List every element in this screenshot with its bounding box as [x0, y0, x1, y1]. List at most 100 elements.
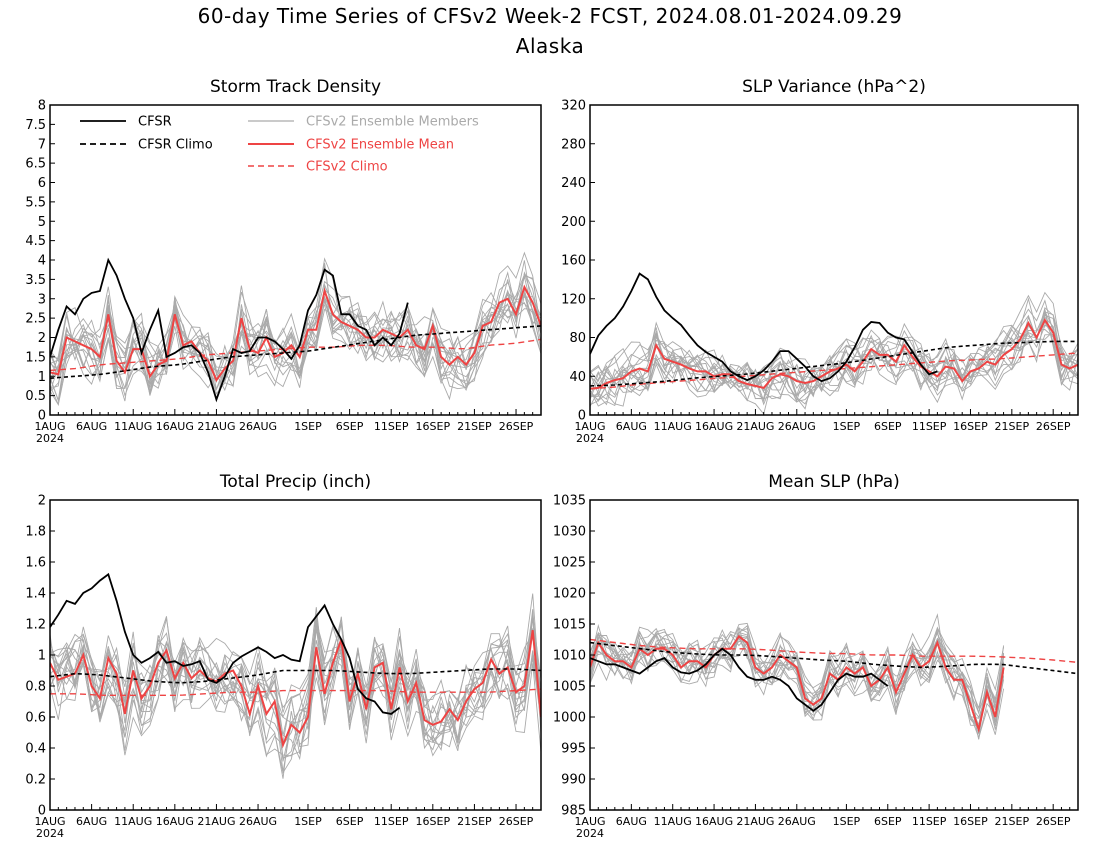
legend-label: CFSR [138, 115, 172, 130]
y-tick-label: 5 [38, 215, 46, 230]
legend-label: CFSv2 Ensemble Members [306, 115, 479, 130]
x-tick-label: 11SEP [912, 815, 947, 828]
year-label: 2024 [576, 432, 604, 445]
y-tick-label: 0.4 [25, 742, 46, 757]
ensemble-member-line [50, 251, 541, 393]
x-tick-label: 16SEP [953, 420, 988, 433]
cfsr-climo-line [590, 340, 1078, 387]
y-tick-label: 320 [561, 99, 586, 114]
panel-3: Mean SLP (hPa) 985 990 995 1000 1005 1010 1015 1… [553, 472, 1079, 840]
x-tick-label: 16AUG [695, 815, 733, 828]
x-tick-label: 16AUG [156, 420, 194, 433]
y-tick-label: 120 [561, 292, 586, 307]
y-tick-label: 1.5 [25, 350, 46, 365]
plot-area [50, 251, 541, 406]
y-tick-label: 8 [38, 99, 46, 114]
panel-2: Total Precip (inch) 0 0.2 0.4 0.6 0.8 1 1.2 1.4 1… [25, 472, 542, 840]
y-tick-label: 4 [38, 254, 46, 269]
x-tick-label: 21AUG [197, 420, 235, 433]
panel-title: SLP Variance (hPa^2) [742, 77, 926, 97]
x-tick-label: 6AUG [76, 420, 107, 433]
x-tick-label: 1SEP [294, 420, 322, 433]
ensemble-member-line [590, 306, 1078, 405]
year-label: 2024 [36, 827, 64, 840]
year-label: 2024 [36, 432, 64, 445]
panel-1: SLP Variance (hPa^2) 0 40 80 120 160 200 240 280… [561, 77, 1079, 445]
x-tick-label: 16SEP [416, 420, 451, 433]
x-tick-label: 21SEP [995, 815, 1030, 828]
x-tick-label: 6SEP [874, 815, 902, 828]
y-tick-label: 280 [561, 137, 586, 152]
y-tick-label: 3 [38, 292, 46, 307]
ensemble-member-line [50, 292, 541, 406]
y-tick-label: 1010 [553, 649, 586, 664]
plot-area [590, 272, 1078, 415]
x-tick-label: 26AUG [239, 420, 277, 433]
plot-area [50, 572, 541, 779]
y-tick-label: 1030 [553, 525, 586, 540]
x-tick-label: 21AUG [736, 420, 774, 433]
y-tick-label: 160 [561, 254, 586, 269]
x-tick-label: 11AUG [114, 815, 152, 828]
legend-label: CFSv2 Ensemble Mean [306, 138, 454, 153]
year-label: 2024 [576, 827, 604, 840]
x-tick-label: 11AUG [654, 815, 692, 828]
x-tick-label: 6SEP [336, 420, 364, 433]
y-tick-label: 6 [38, 176, 46, 191]
y-tick-label: 0 [38, 804, 46, 819]
y-tick-label: 1.8 [25, 525, 46, 540]
y-tick-label: 1005 [553, 680, 586, 695]
x-tick-label: 6AUG [76, 815, 107, 828]
x-tick-label: 6SEP [874, 420, 902, 433]
ensemble-member-line [50, 274, 541, 396]
x-tick-label: 16AUG [695, 420, 733, 433]
x-tick-label: 11AUG [654, 420, 692, 433]
y-tick-label: 1015 [553, 618, 586, 633]
x-tick-label: 1SEP [833, 420, 861, 433]
ensemble-member-line [50, 609, 541, 744]
ensemble-member-line [590, 628, 1005, 735]
y-tick-label: 1 [38, 649, 46, 664]
panel-title: Total Precip (inch) [219, 472, 371, 492]
y-tick-label: 1035 [553, 494, 586, 509]
x-tick-label: 26AUG [778, 420, 816, 433]
ensemble-mean-line [50, 630, 541, 749]
plot-area [590, 613, 1078, 740]
cfsr-climo-line [590, 641, 1078, 675]
ensemble-mean-line [590, 318, 1078, 390]
ensemble-member-line [50, 280, 541, 406]
y-tick-label: 1.4 [25, 587, 46, 602]
x-tick-label: 21SEP [457, 420, 492, 433]
x-tick-label: 1AUG [574, 420, 605, 433]
x-tick-label: 26AUG [778, 815, 816, 828]
x-tick-label: 21SEP [995, 420, 1030, 433]
x-tick-label: 11SEP [912, 420, 947, 433]
y-tick-label: 1000 [553, 711, 586, 726]
y-tick-label: 40 [569, 370, 586, 385]
ensemble-members [50, 593, 541, 779]
y-tick-label: 0 [578, 409, 586, 424]
y-tick-label: 0 [38, 409, 46, 424]
x-tick-label: 26SEP [1036, 420, 1071, 433]
x-tick-label: 1AUG [34, 815, 65, 828]
panel-title: Storm Track Density [210, 77, 381, 97]
y-tick-label: 2.5 [25, 312, 46, 327]
y-tick-label: 5.5 [25, 195, 46, 210]
ensemble-member-line [590, 299, 1078, 400]
y-tick-label: 1.2 [25, 618, 46, 633]
x-tick-label: 1AUG [34, 420, 65, 433]
ensemble-member-line [50, 615, 541, 772]
x-tick-label: 11SEP [374, 420, 409, 433]
y-tick-label: 0.6 [25, 711, 46, 726]
ensemble-members [590, 613, 1005, 740]
x-tick-label: 6AUG [616, 420, 647, 433]
y-tick-label: 1.6 [25, 556, 46, 571]
x-tick-label: 21AUG [197, 815, 235, 828]
y-tick-label: 1 [38, 370, 46, 385]
x-tick-label: 21AUG [736, 815, 774, 828]
ensemble-members [50, 251, 541, 406]
cfsr-line [50, 572, 401, 715]
ensemble-mean-line [590, 634, 1005, 734]
ensemble-member-line [50, 272, 541, 391]
ensemble-member-line [590, 309, 1078, 398]
